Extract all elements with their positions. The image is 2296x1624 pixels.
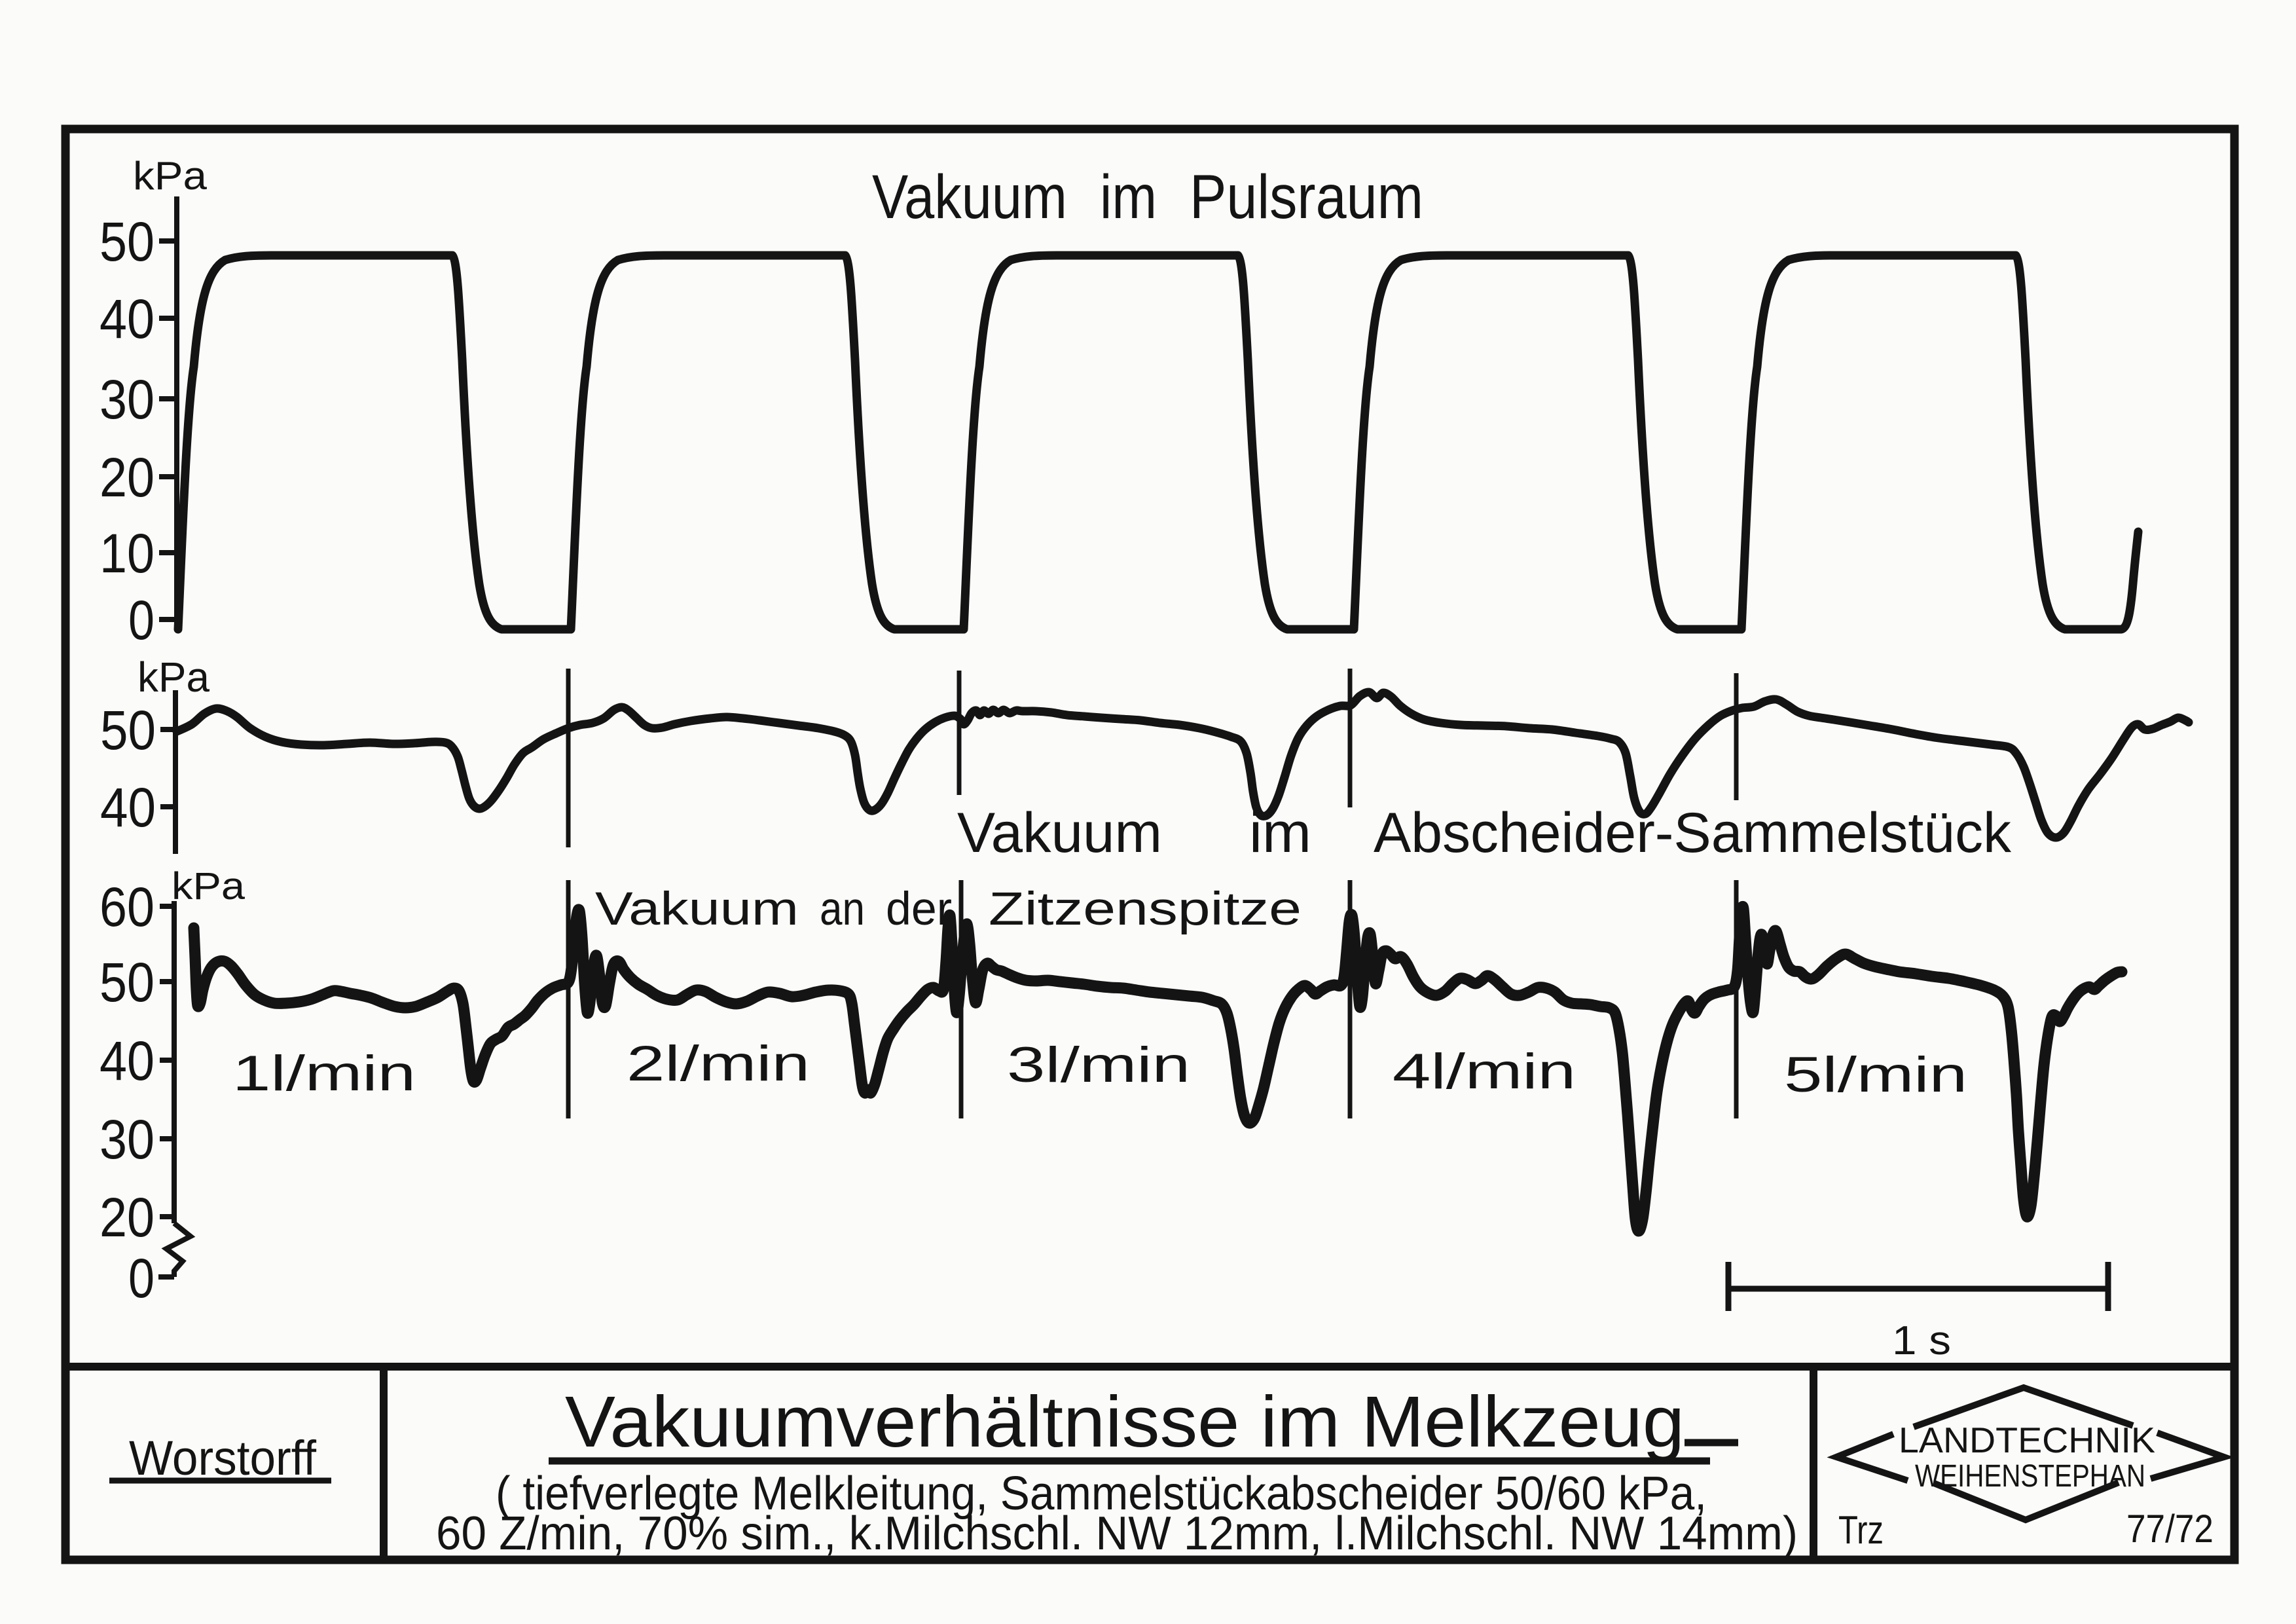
svg-text:50: 50 bbox=[100, 211, 155, 272]
svg-text:( tiefverlegte Melkleitung, Sa: ( tiefverlegte Melkleitung, Sammelstücka… bbox=[496, 1467, 1707, 1520]
svg-text:0: 0 bbox=[128, 589, 155, 651]
svg-text:1l/min: 1l/min bbox=[232, 1046, 416, 1101]
svg-text:Pulsraum: Pulsraum bbox=[1190, 162, 1423, 232]
svg-text:kPa: kPa bbox=[133, 154, 208, 198]
svg-text:60 Z/min, 70% sim., k.Milchsch: 60 Z/min, 70% sim., k.Milchschl. NW 12mm… bbox=[436, 1507, 1798, 1560]
svg-text:50: 50 bbox=[100, 699, 156, 761]
svg-text:Worstorff: Worstorff bbox=[129, 1431, 316, 1485]
svg-text:im: im bbox=[1100, 162, 1157, 232]
svg-text:3l/min: 3l/min bbox=[1007, 1037, 1190, 1093]
svg-text:30: 30 bbox=[100, 369, 155, 430]
svg-text:60: 60 bbox=[100, 876, 155, 938]
svg-text:der: der bbox=[886, 883, 952, 935]
svg-text:77/72: 77/72 bbox=[2126, 1507, 2214, 1551]
svg-text:40: 40 bbox=[100, 288, 155, 350]
svg-text:20: 20 bbox=[100, 1187, 155, 1248]
svg-text:Trz: Trz bbox=[1838, 1508, 1884, 1552]
svg-text:Vakuum: Vakuum bbox=[595, 883, 799, 935]
svg-text:LANDTECHNIK: LANDTECHNIK bbox=[1899, 1420, 2155, 1460]
svg-text:5l/min: 5l/min bbox=[1784, 1047, 1967, 1103]
svg-text:30: 30 bbox=[100, 1109, 155, 1170]
svg-text:10: 10 bbox=[100, 523, 155, 584]
svg-text:20: 20 bbox=[100, 447, 155, 508]
svg-text:40: 40 bbox=[100, 1030, 155, 1092]
svg-text:Vakuum: Vakuum bbox=[872, 162, 1067, 232]
svg-text:4l/min: 4l/min bbox=[1393, 1044, 1576, 1099]
svg-text:Vakuumverhältnisse im Melkzeug: Vakuumverhältnisse im Melkzeug bbox=[565, 1382, 1685, 1462]
svg-text:40: 40 bbox=[100, 777, 156, 838]
svg-text:an: an bbox=[820, 883, 865, 935]
svg-text:WEIHENSTEPHAN: WEIHENSTEPHAN bbox=[1915, 1459, 2145, 1494]
svg-text:kPa: kPa bbox=[172, 865, 246, 908]
svg-text:Zitzenspitze: Zitzenspitze bbox=[989, 883, 1302, 935]
svg-text:50: 50 bbox=[100, 951, 155, 1013]
svg-text:1 s: 1 s bbox=[1892, 1318, 1951, 1363]
svg-text:0: 0 bbox=[128, 1247, 155, 1309]
svg-text:Vakuum: Vakuum bbox=[957, 802, 1162, 864]
svg-text:Abscheider-Sammelstück: Abscheider-Sammelstück bbox=[1374, 802, 2012, 864]
svg-text:kPa: kPa bbox=[137, 654, 210, 701]
svg-text:2l/min: 2l/min bbox=[627, 1036, 810, 1092]
